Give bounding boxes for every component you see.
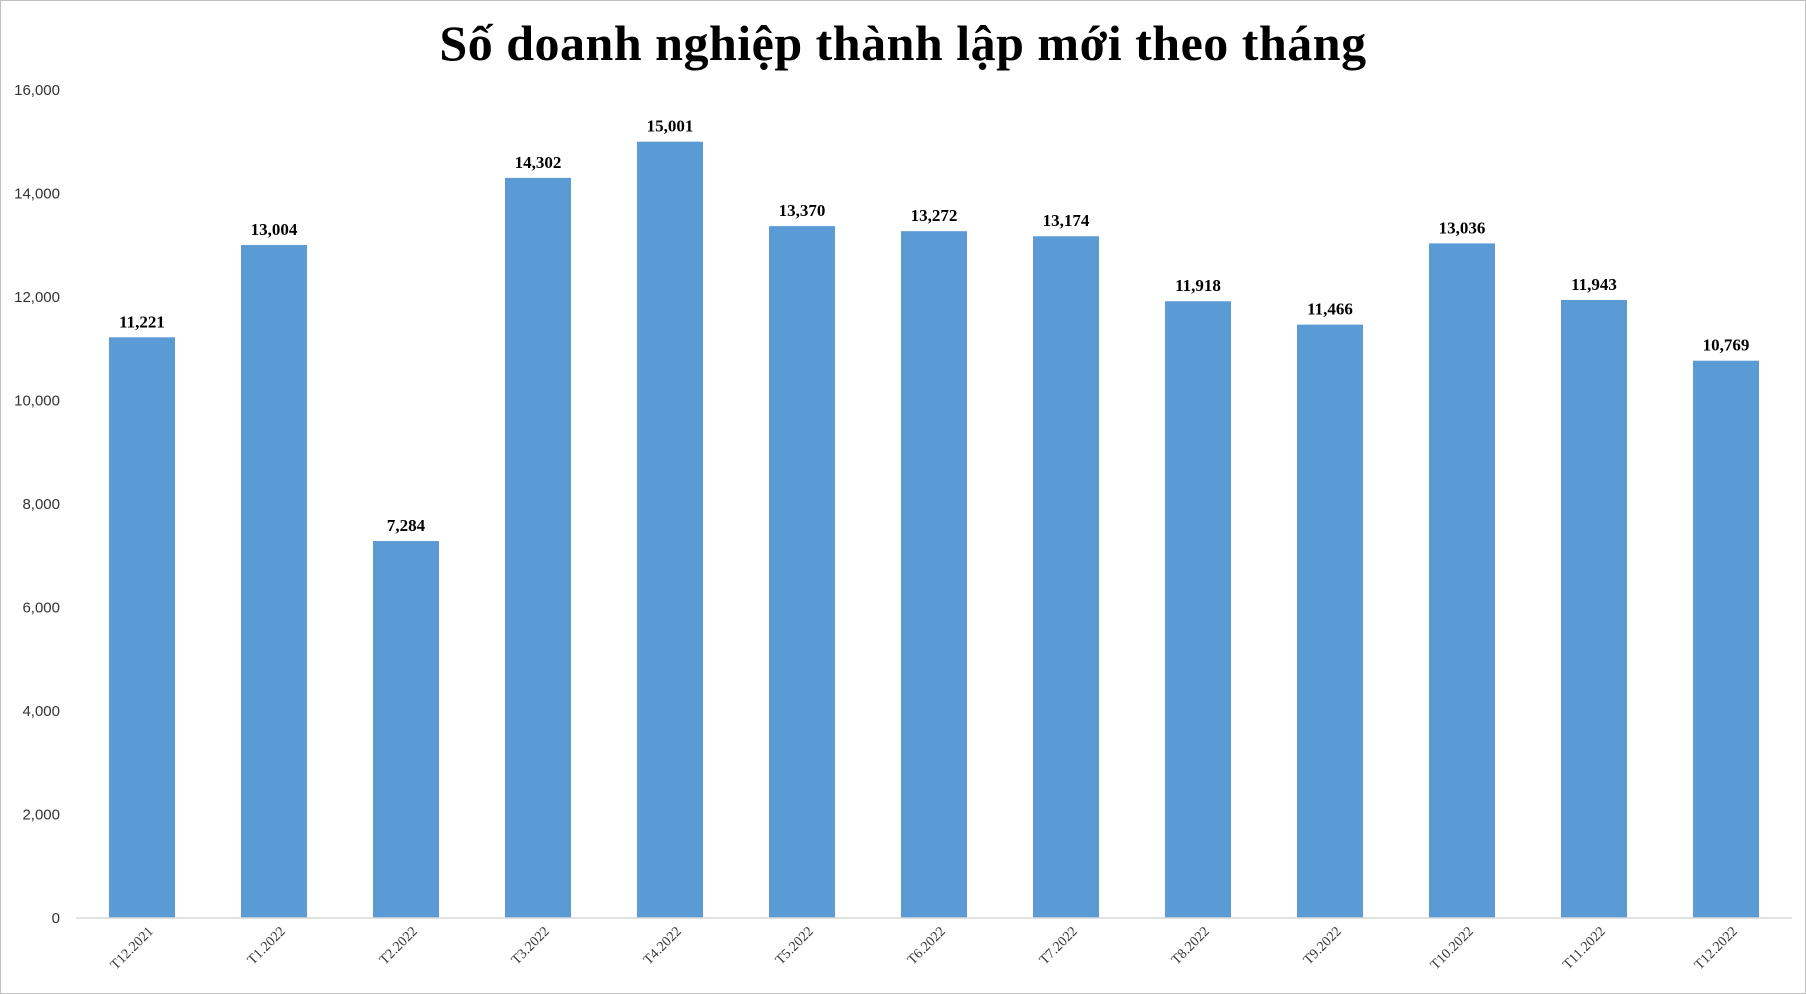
y-tick-label: 0 (52, 910, 60, 927)
y-tick-label: 14,000 (14, 186, 60, 203)
bar (505, 177, 571, 918)
bar (373, 541, 439, 918)
data-label: 10,769 (1703, 336, 1750, 355)
data-label: 13,370 (779, 201, 826, 220)
data-label: 7,284 (387, 516, 426, 535)
bar (1561, 299, 1627, 919)
data-label: 11,466 (1307, 300, 1353, 319)
bar (1429, 243, 1495, 919)
x-tick-label: T6.2022 (905, 924, 949, 968)
data-label: 11,943 (1571, 275, 1617, 294)
bar (1033, 236, 1099, 919)
y-tick-label: 4,000 (22, 703, 60, 720)
data-label: 14,302 (515, 153, 562, 172)
bar (241, 245, 307, 919)
data-label: 11,221 (119, 312, 165, 331)
chart-title: Số doanh nghiệp thành lập mới theo tháng (439, 15, 1367, 71)
x-tick-label: T10.2022 (1428, 924, 1477, 973)
y-tick-label: 16,000 (14, 82, 60, 99)
x-tick-label: T9.2022 (1301, 924, 1345, 968)
bar (1693, 360, 1759, 919)
x-tick-label: T12.2022 (1692, 924, 1741, 973)
bar (769, 226, 835, 919)
x-tick-label: T4.2022 (641, 924, 685, 968)
data-label: 13,036 (1439, 218, 1486, 237)
bar (1165, 301, 1231, 918)
x-tick-label: T12.2021 (108, 924, 157, 973)
x-tick-label: T7.2022 (1037, 924, 1081, 968)
data-label: 13,174 (1043, 211, 1090, 230)
x-tick-label: T3.2022 (509, 924, 553, 968)
y-tick-label: 10,000 (14, 393, 60, 410)
x-tick-label: T5.2022 (773, 924, 817, 968)
y-tick-label: 6,000 (22, 600, 60, 617)
data-label: 13,004 (251, 220, 298, 239)
x-tick-label: T2.2022 (377, 924, 421, 968)
y-tick-label: 8,000 (22, 496, 60, 513)
bar (637, 141, 703, 919)
data-label: 13,272 (911, 206, 958, 225)
data-label: 11,918 (1175, 276, 1221, 295)
y-tick-label: 2,000 (22, 807, 60, 824)
x-tick-label: T11.2022 (1560, 924, 1608, 972)
y-tick-label: 12,000 (14, 289, 60, 306)
bar (901, 231, 967, 918)
x-tick-label: T1.2022 (245, 924, 289, 968)
x-tick-label: T8.2022 (1169, 924, 1213, 968)
data-label: 15,001 (647, 117, 694, 136)
bar (1297, 324, 1363, 918)
bar (109, 337, 175, 919)
